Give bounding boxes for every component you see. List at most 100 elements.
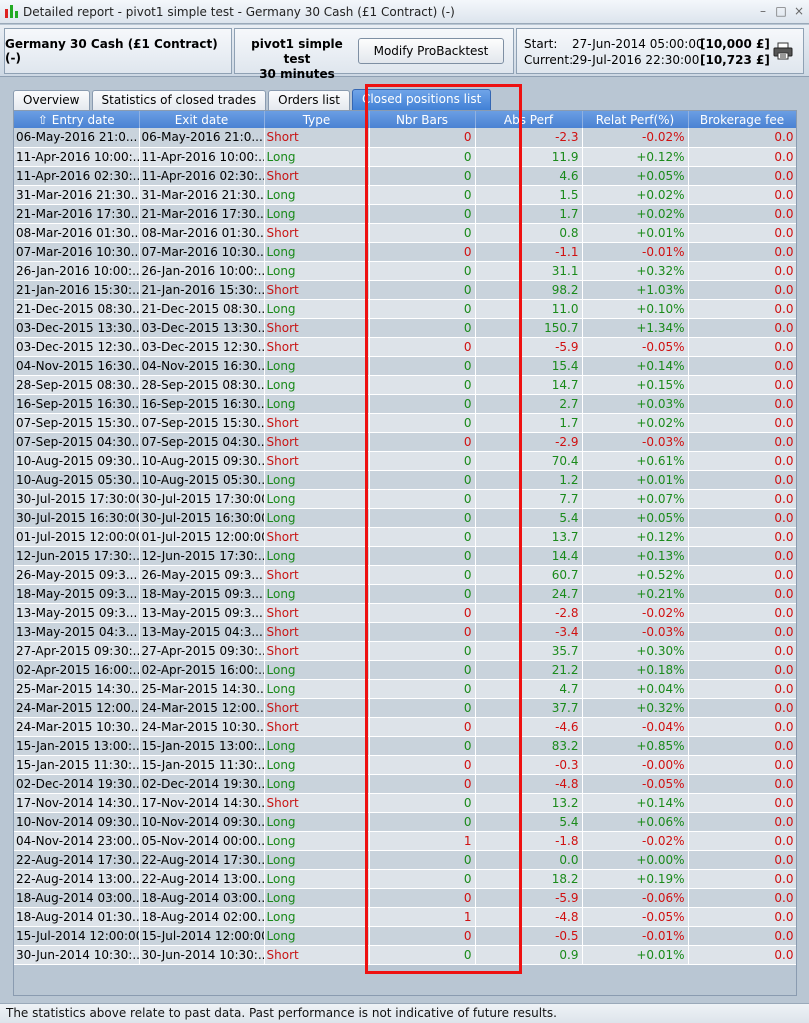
column-header-nbr-bars[interactable]: Nbr Bars [369, 111, 476, 128]
exit-date-cell: 15-Jul-2014 12:00:00 [139, 926, 265, 946]
type-cell: Long [264, 242, 370, 262]
table-row[interactable]: 27-Apr-2015 09:30:... 27-Apr-2015 09:30:.… [14, 641, 796, 661]
table-row[interactable]: 11-Apr-2016 10:00:... 11-Apr-2016 10:00:.… [14, 147, 796, 167]
table-row[interactable]: 02-Apr-2015 16:00:... 02-Apr-2015 16:00:.… [14, 660, 796, 680]
table-row[interactable]: 17-Nov-2014 14:30... 17-Nov-2014 14:30...… [14, 793, 796, 813]
table-row[interactable]: 13-May-2015 04:3... 13-May-2015 04:3... Sh… [14, 622, 796, 642]
report-header: Germany 30 Cash (£1 Contract) (-) pivot1… [0, 25, 809, 81]
table-row[interactable]: 07-Sep-2015 15:30... 07-Sep-2015 15:30...… [14, 413, 796, 433]
type-cell: Short [264, 603, 370, 623]
nbr-bars-cell: 0 [369, 128, 476, 148]
printer-icon[interactable] [773, 42, 793, 60]
entry-date-cell: 04-Nov-2015 16:30... [14, 356, 140, 376]
nbr-bars-cell: 0 [369, 375, 476, 395]
table-row[interactable]: 30-Jul-2015 17:30:00 30-Jul-2015 17:30:00… [14, 489, 796, 509]
abs-perf-cell: 18.2 [475, 869, 583, 889]
table-row[interactable]: 22-Aug-2014 13:00... 22-Aug-2014 13:00...… [14, 869, 796, 889]
type-cell: Long [264, 736, 370, 756]
relat-perf-cell: -0.00% [582, 755, 689, 775]
nbr-bars-cell: 0 [369, 166, 476, 186]
entry-date-cell: 26-May-2015 09:3... [14, 565, 140, 585]
abs-perf-cell: -2.9 [475, 432, 583, 452]
table-row[interactable]: 18-May-2015 09:3... 18-May-2015 09:3... Lo… [14, 584, 796, 604]
abs-perf-cell: 31.1 [475, 261, 583, 281]
table-row[interactable]: 08-Mar-2016 01:30... 08-Mar-2016 01:30...… [14, 223, 796, 243]
table-row[interactable]: 31-Mar-2016 21:30... 31-Mar-2016 21:30...… [14, 185, 796, 205]
table-row[interactable]: 10-Nov-2014 09:30... 10-Nov-2014 09:30...… [14, 812, 796, 832]
column-header-relat-perf[interactable]: Relat Perf(%) [582, 111, 689, 128]
entry-date-cell: 15-Jul-2014 12:00:00 [14, 926, 140, 946]
table-row[interactable]: 07-Mar-2016 10:30... 07-Mar-2016 10:30...… [14, 242, 796, 262]
table-row[interactable]: 30-Jun-2014 10:30:... 30-Jun-2014 10:30:.… [14, 945, 796, 965]
table-row[interactable]: 06-May-2016 21:0... 06-May-2016 21:0... Sh… [14, 128, 796, 148]
table-row[interactable]: 26-May-2015 09:3... 26-May-2015 09:3... Sh… [14, 565, 796, 585]
close-icon[interactable]: × [793, 4, 805, 18]
table-row[interactable]: 10-Aug-2015 05:30... 10-Aug-2015 05:30...… [14, 470, 796, 490]
table-row[interactable]: 03-Dec-2015 13:30... 03-Dec-2015 13:30...… [14, 318, 796, 338]
exit-date-cell: 25-Mar-2015 14:30... [139, 679, 265, 699]
table-row[interactable]: 11-Apr-2016 02:30:... 11-Apr-2016 02:30:.… [14, 166, 796, 186]
table-row[interactable]: 18-Aug-2014 03:00... 18-Aug-2014 03:00...… [14, 888, 796, 908]
abs-perf-cell: 11.9 [475, 147, 583, 167]
table-row[interactable]: 01-Jul-2015 12:00:00 01-Jul-2015 12:00:00… [14, 527, 796, 547]
column-header-brokerage-fee[interactable]: Brokerage fee [688, 111, 796, 128]
relat-perf-cell: +0.04% [582, 679, 689, 699]
table-row[interactable]: 04-Nov-2015 16:30... 04-Nov-2015 16:30...… [14, 356, 796, 376]
table-row[interactable]: 15-Jan-2015 11:30:... 15-Jan-2015 11:30:.… [14, 755, 796, 775]
table-row[interactable]: 12-Jun-2015 17:30:... 12-Jun-2015 17:30:.… [14, 546, 796, 566]
minimize-icon[interactable]: – [760, 4, 766, 18]
instrument-panel: Germany 30 Cash (£1 Contract) (-) [4, 28, 232, 74]
tab-statistics-closed-trades[interactable]: Statistics of closed trades [91, 90, 267, 111]
relat-perf-cell: +0.12% [582, 147, 689, 167]
table-row[interactable]: 25-Mar-2015 14:30... 25-Mar-2015 14:30...… [14, 679, 796, 699]
table-row[interactable]: 15-Jul-2014 12:00:00 15-Jul-2014 12:00:00… [14, 926, 796, 946]
tab-overview[interactable]: Overview [13, 90, 90, 111]
brokerage-fee-cell: 0.0 [688, 641, 796, 661]
maximize-icon[interactable]: □ [775, 4, 787, 18]
type-cell: Short [264, 128, 370, 148]
table-row[interactable]: 15-Jan-2015 13:00:... 15-Jan-2015 13:00:.… [14, 736, 796, 756]
type-cell: Short [264, 527, 370, 547]
column-header-exit-date[interactable]: Exit date [139, 111, 265, 128]
table-row[interactable]: 22-Aug-2014 17:30... 22-Aug-2014 17:30...… [14, 850, 796, 870]
table-row[interactable]: 18-Aug-2014 01:30... 18-Aug-2014 02:00...… [14, 907, 796, 927]
table-row[interactable]: 21-Dec-2015 08:30... 21-Dec-2015 08:30...… [14, 299, 796, 319]
relat-perf-cell: +0.00% [582, 850, 689, 870]
abs-perf-cell: 37.7 [475, 698, 583, 718]
type-cell: Long [264, 394, 370, 414]
tab-orders-list[interactable]: Orders list [268, 90, 350, 111]
table-row[interactable]: 07-Sep-2015 04:30... 07-Sep-2015 04:30...… [14, 432, 796, 452]
brokerage-fee-cell: 0.0 [688, 432, 796, 452]
table-row[interactable]: 02-Dec-2014 19:30... 02-Dec-2014 19:30...… [14, 774, 796, 794]
entry-date-cell: 13-May-2015 04:3... [14, 622, 140, 642]
table-row[interactable]: 28-Sep-2015 08:30... 28-Sep-2015 08:30...… [14, 375, 796, 395]
start-row: Start: 27-Jun-2014 05:00:00[10,000 £] [524, 37, 770, 51]
table-row[interactable]: 03-Dec-2015 12:30... 03-Dec-2015 12:30...… [14, 337, 796, 357]
column-header-abs-perf[interactable]: Abs Perf [475, 111, 583, 128]
table-row[interactable]: 13-May-2015 09:3... 13-May-2015 09:3... Sh… [14, 603, 796, 623]
table-row[interactable]: 24-Mar-2015 12:00... 24-Mar-2015 12:00...… [14, 698, 796, 718]
start-label: Start: [524, 37, 558, 51]
exit-date-cell: 21-Dec-2015 08:30... [139, 299, 265, 319]
entry-date-cell: 26-Jan-2016 10:00:... [14, 261, 140, 281]
table-row[interactable]: 26-Jan-2016 10:00:... 26-Jan-2016 10:00:.… [14, 261, 796, 281]
relat-perf-cell: +0.15% [582, 375, 689, 395]
table-row[interactable]: 16-Sep-2015 16:30... 16-Sep-2015 16:30...… [14, 394, 796, 414]
column-header-type[interactable]: Type [264, 111, 370, 128]
exit-date-cell: 02-Dec-2014 19:30... [139, 774, 265, 794]
nbr-bars-cell: 0 [369, 603, 476, 623]
table-row[interactable]: 21-Jan-2016 15:30:... 21-Jan-2016 15:30:.… [14, 280, 796, 300]
table-row[interactable]: 24-Mar-2015 10:30... 24-Mar-2015 10:30...… [14, 717, 796, 737]
table-row[interactable]: 30-Jul-2015 16:30:00 30-Jul-2015 16:30:00… [14, 508, 796, 528]
exit-date-cell: 18-May-2015 09:3... [139, 584, 265, 604]
nbr-bars-cell: 0 [369, 850, 476, 870]
table-row[interactable]: 21-Mar-2016 17:30... 21-Mar-2016 17:30...… [14, 204, 796, 224]
tab-closed-positions-list[interactable]: Closed positions list [351, 89, 492, 111]
entry-date-cell: 31-Mar-2016 21:30... [14, 185, 140, 205]
column-header-entry-date[interactable]: ⇧ Entry date [14, 111, 140, 128]
abs-perf-cell: 1.5 [475, 185, 583, 205]
table-row[interactable]: 04-Nov-2014 23:00... 05-Nov-2014 00:00...… [14, 831, 796, 851]
modify-probacktest-button[interactable]: Modify ProBacktest [358, 38, 504, 64]
brokerage-fee-cell: 0.0 [688, 793, 796, 813]
table-row[interactable]: 10-Aug-2015 09:30... 10-Aug-2015 09:30...… [14, 451, 796, 471]
